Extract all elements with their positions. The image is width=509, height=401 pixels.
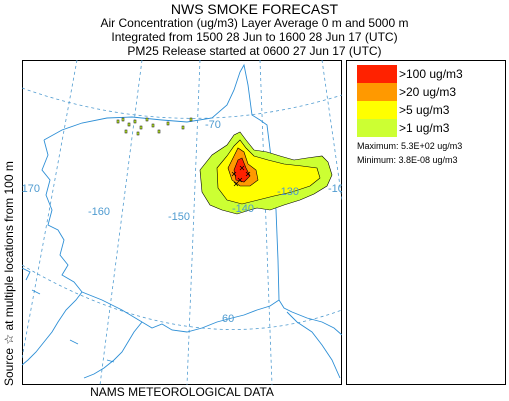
legend-panel: >100 ug/m3 >20 ug/m3 >5 ug/m3 >1 ug/m3 M… [346,60,506,385]
grid-label-lon-100: -100 [328,183,342,195]
legend-swatch [357,83,397,101]
legend-item-over-1: >1 ug/m3 [357,119,449,137]
grid-label-lon-140: -140 [232,203,254,215]
latitude-line-70 [22,87,342,119]
legend-label: >20 ug/m3 [399,85,457,99]
meridian-line-160 [99,60,143,385]
graticule [22,60,342,385]
source-markers [231,165,251,187]
alaska-coastline [22,63,342,379]
legend-item-over-20: >20 ug/m3 [357,83,456,101]
legend-item-over-5: >5 ug/m3 [357,101,449,119]
subtitle-integration: Integrated from 1500 28 Jun to 1600 28 J… [111,30,398,44]
subtitle-release: PM25 Release started at 0600 27 Jun 17 (… [127,44,382,58]
source-label: Source ☆ at multiple locations from 100 … [2,161,16,386]
meridian-line-150 [186,60,201,385]
meridian-line-170 [22,60,78,361]
legend-label: >1 ug/m3 [399,121,450,135]
grid-labels: -70 -170 -160 -150 -140 -130 -100 60 [22,119,342,325]
legend-label: >100 ug/m3 [399,67,463,81]
legend-item-over-100: >100 ug/m3 [357,65,463,83]
grid-label-lon-160: -160 [88,206,110,218]
meridian-line-140 [259,60,273,385]
chart-title: NWS SMOKE FORECAST [170,1,339,17]
legend-swatch [357,65,397,83]
grid-label-lon-150: -150 [168,211,190,223]
data-source-label: NAMS METEOROLOGICAL DATA [90,385,274,399]
grid-label-lon-130: -130 [277,186,299,198]
latitude-line-60 [22,264,342,330]
legend-swatch [357,119,397,137]
legend-swatch [357,101,397,119]
grid-label-lat-70: -70 [205,119,221,131]
legend-minimum: Minimum: 3.8E-08 ug/m3 [357,155,458,165]
legend-label: >5 ug/m3 [399,103,450,117]
subtitle-concentration: Air Concentration (ug/m3) Layer Average … [100,16,409,30]
smoke-map: -70 -170 -160 -150 -140 -130 -100 60 [22,60,342,385]
grid-label-lon-170: -170 [22,183,40,195]
grid-label-lat-60: 60 [222,313,234,325]
legend-maximum: Maximum: 5.3E+02 ug/m3 [357,141,463,151]
scattered-smoke-spots [116,117,193,136]
